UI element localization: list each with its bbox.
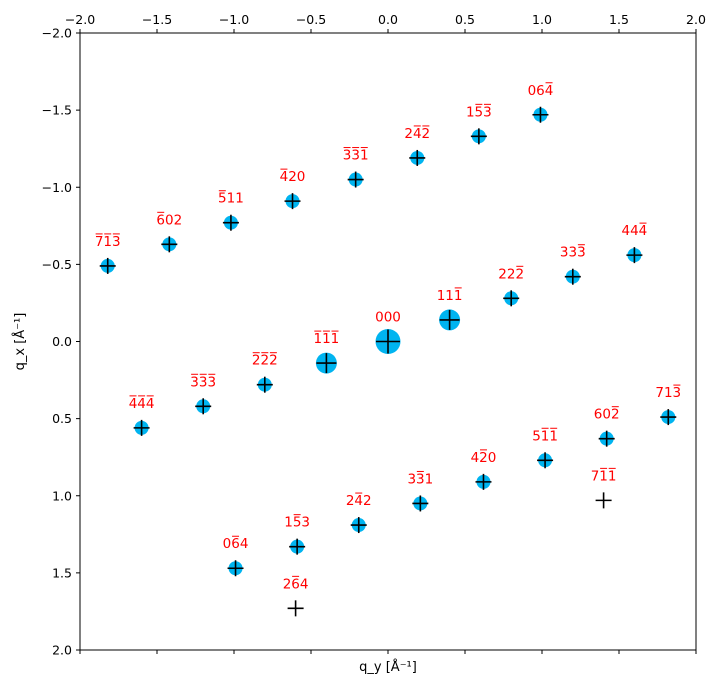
reflection-label: 000 <box>375 310 401 326</box>
reflection-label: 242 <box>346 493 372 509</box>
x-tick-label-top: 1.5 <box>609 12 629 27</box>
y-tick-label: 2.0 <box>52 643 72 658</box>
reflection: 264 <box>283 575 309 617</box>
reflection: 331 <box>343 147 369 188</box>
reflection: 602 <box>156 211 182 253</box>
x-tick-label-top: −1.0 <box>219 12 249 27</box>
y-tick-label: −2.0 <box>42 26 72 41</box>
x-tick-label-top: 1.0 <box>532 12 552 27</box>
reflection-label: 713 <box>95 234 121 250</box>
y-tick-label: 0.0 <box>52 334 72 349</box>
reflection: 000 <box>375 310 401 354</box>
reflection: 420 <box>280 168 306 210</box>
y-tick-label: 1.0 <box>52 488 72 503</box>
reflection: 713 <box>655 384 681 426</box>
reflection-label: 602 <box>156 212 182 228</box>
reflection-label: 511 <box>218 191 244 207</box>
reflection: 153 <box>284 514 310 555</box>
x-tick-label-top: −0.5 <box>296 12 326 27</box>
reflection: 444 <box>622 222 648 264</box>
reflection-label: 511 <box>532 428 558 444</box>
reflection-label: 331 <box>343 148 369 164</box>
reflection-label: 111 <box>314 331 340 347</box>
reflection-label: 444 <box>622 223 648 239</box>
reflection-label: 420 <box>471 450 497 466</box>
reflection-label: 331 <box>407 471 433 487</box>
reflection-label: 713 <box>655 385 681 401</box>
reflection: 111 <box>314 330 340 374</box>
reflection: 242 <box>346 492 372 534</box>
reflection: 153 <box>466 103 492 145</box>
reflection: 222 <box>252 352 278 393</box>
x-axis-label: q_y [Å⁻¹] <box>359 659 417 675</box>
reflection: 420 <box>471 449 497 490</box>
x-tick-label-top: 2.0 <box>686 12 706 27</box>
reflection-label: 333 <box>190 374 216 390</box>
y-tick-label: −1.5 <box>42 103 72 118</box>
reflection: 711 <box>591 467 617 509</box>
reflection: 713 <box>95 233 121 274</box>
reflection-label: 420 <box>280 169 306 185</box>
axis-ticks: −2.0 −1.5 −1.0 −0.5 0.0 0.5 1.0 1.5 2.0 −2.0 −1.5 −… <box>42 12 706 658</box>
reflection-label: 111 <box>437 288 463 304</box>
axis-labels: q_y [Å⁻¹] q_x [Å⁻¹] <box>12 313 417 675</box>
y-tick-label: −0.5 <box>42 257 72 272</box>
reflection: 444 <box>129 395 155 436</box>
reflection-label: 264 <box>283 576 309 592</box>
x-tick-label-top: 0.5 <box>455 12 475 27</box>
reflection: 064 <box>223 535 249 577</box>
reflection-label: 153 <box>466 104 492 120</box>
reflection-label: 444 <box>129 396 155 412</box>
reflection: 511 <box>218 190 244 231</box>
reflection: 242 <box>404 125 430 166</box>
reflection: 111 <box>437 287 463 331</box>
y-axis-label: q_x [Å⁻¹] <box>12 313 28 371</box>
reflection: 333 <box>560 244 586 285</box>
plot-marks: 713 602 511 420 331 242 153 064 444 333 222 111 000 1… <box>95 82 681 617</box>
reflection: 331 <box>407 470 433 512</box>
reflection-label: 711 <box>591 468 617 484</box>
reflection: 064 <box>528 82 554 123</box>
reflection-label: 333 <box>560 245 586 261</box>
y-tick-label: 0.5 <box>52 411 72 426</box>
reflection: 333 <box>190 373 216 415</box>
x-tick-label-top: 0.0 <box>378 12 398 27</box>
reflection-label: 064 <box>223 536 249 552</box>
reflection-label: 222 <box>252 353 278 369</box>
reflection-label: 064 <box>528 83 554 99</box>
reflection: 511 <box>532 427 558 469</box>
x-tick-label-top: −2.0 <box>65 12 95 27</box>
reflection-label: 153 <box>284 515 310 531</box>
y-tick-label: 1.5 <box>52 565 72 580</box>
x-tick-label-top: −1.5 <box>142 12 172 27</box>
reflection-label: 222 <box>498 266 524 282</box>
reflection-label: 602 <box>594 407 620 423</box>
reflection: 602 <box>594 406 620 447</box>
reflection-label: 242 <box>404 126 430 142</box>
y-tick-label: −1.0 <box>42 180 72 195</box>
reflection: 222 <box>498 265 524 307</box>
